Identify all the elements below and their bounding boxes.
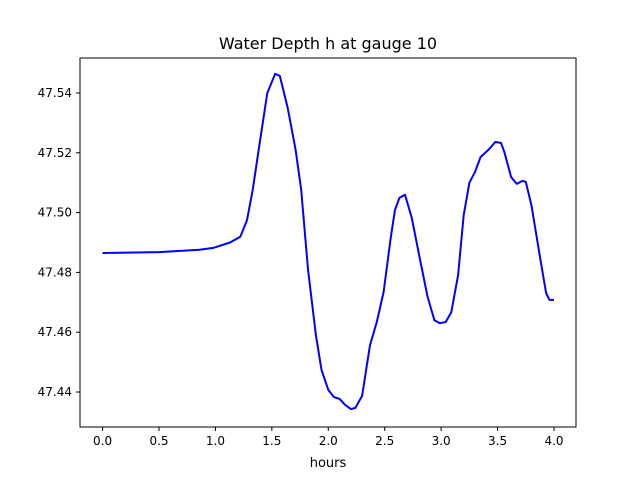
x-tick-label: 4.0 [544, 434, 563, 448]
y-tick-label: 47.48 [38, 265, 72, 279]
x-tick-label: 2.5 [375, 434, 394, 448]
y-tick-label: 47.54 [38, 86, 72, 100]
x-tick-label: 2.0 [319, 434, 338, 448]
y-tick-label: 47.46 [38, 325, 72, 339]
x-tick-label: 0.5 [149, 434, 168, 448]
y-tick-label: 47.50 [38, 206, 72, 220]
x-tick-label: 1.5 [262, 434, 281, 448]
x-tick-label: 3.0 [432, 434, 451, 448]
x-axis-label: hours [310, 456, 347, 471]
x-tick-label: 0.0 [93, 434, 112, 448]
series-line-h [102, 72, 554, 411]
y-tick-label: 47.52 [38, 146, 72, 160]
x-tick-label: 1.0 [206, 434, 225, 448]
y-tick-label: 47.44 [38, 385, 72, 399]
x-tick-label: 3.5 [488, 434, 507, 448]
plot-area [80, 58, 576, 427]
chart-title: Water Depth h at gauge 10 [219, 34, 437, 53]
plot-frame [79, 57, 577, 428]
